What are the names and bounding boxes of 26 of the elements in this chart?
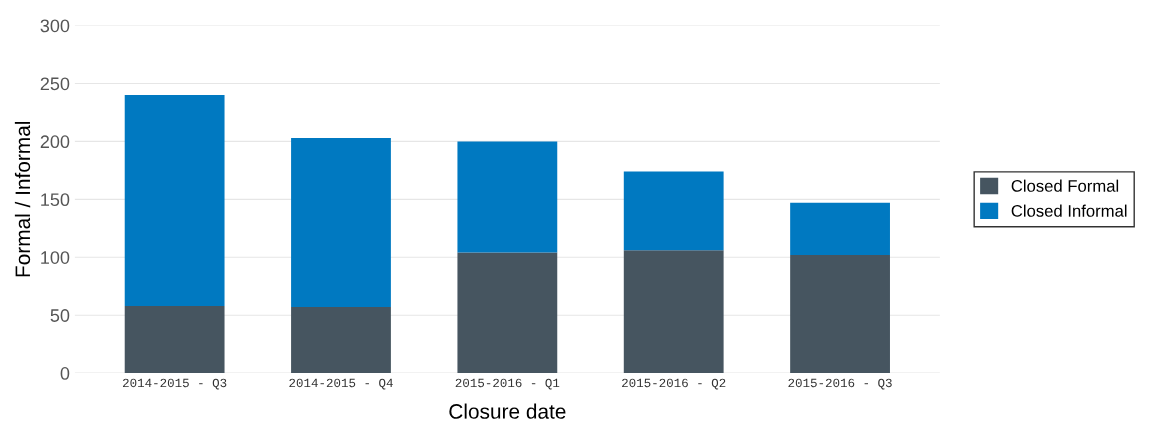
y-tick-label: 50 (50, 309, 70, 322)
y-tick-label: 250 (40, 77, 70, 91)
bar (291, 137, 391, 308)
bar (623, 171, 724, 251)
legend-label: Closed Formal (1011, 179, 1119, 192)
y-tick-label: 0 (60, 367, 70, 380)
x-tick-label: 2014-2015 - Q3 (123, 378, 227, 390)
legend-label: Closed Informal (1011, 204, 1127, 217)
bar (291, 307, 391, 374)
y-tick-label: 100 (41, 251, 70, 264)
bar (623, 250, 724, 374)
x-axis-title: Closure date (449, 403, 566, 419)
bar (124, 95, 225, 306)
x-tick-label: 2014-2015 - Q4 (289, 378, 393, 390)
x-tick-label: 2015-2016 - Q1 (455, 378, 560, 390)
y-axis-title: Formal / Informal (14, 121, 31, 277)
x-tick-label: 2015-2016 - Q3 (788, 378, 892, 390)
x-tick-label: 2015-2016 - Q2 (622, 378, 726, 390)
bar (790, 254, 890, 374)
y-tick-label: 300 (40, 19, 70, 33)
y-tick-label: 200 (40, 135, 70, 149)
bar (457, 252, 558, 374)
y-tick-label: 150 (41, 193, 70, 207)
bar (790, 202, 890, 255)
bar (457, 141, 558, 253)
bar (124, 305, 225, 374)
